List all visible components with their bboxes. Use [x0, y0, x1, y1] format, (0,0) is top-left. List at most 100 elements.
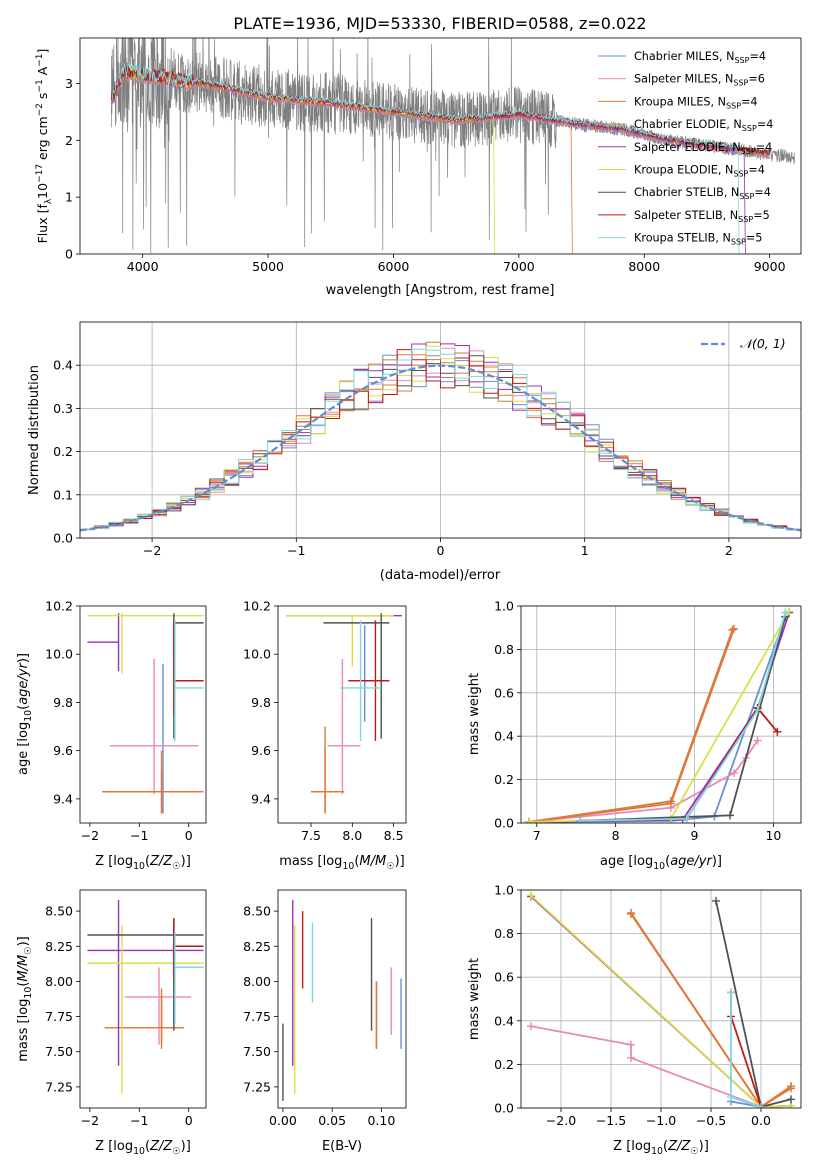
x-tick-label: 7 [533, 828, 541, 843]
axes-frame [277, 605, 407, 824]
data-point-marker [682, 814, 691, 823]
y-tick-label: 8.00 [45, 974, 73, 989]
legend-entry: Kroupa MILES, NSSP=4 [634, 95, 758, 110]
data-point-marker [753, 736, 762, 745]
data-point-marker [757, 1102, 765, 1108]
mass-weight-line [528, 739, 759, 823]
x-tick-label: −1.0 [646, 1113, 676, 1128]
x-tick-label: 0 [185, 1113, 193, 1128]
data-point-marker [753, 706, 762, 715]
y-tick-label: 9.4 [53, 791, 73, 806]
mass-vs-extinction-panel: 0.00 0.05 0.10 7.25 7.50 7.75 8.00 8.25 8.50 E(B-… [243, 889, 407, 1154]
axes-frame [520, 889, 802, 1109]
plot-area [87, 899, 204, 1094]
axes-frame [79, 37, 802, 255]
mass-weight-line [528, 616, 787, 823]
y-tick-label: 3 [65, 76, 73, 91]
data-point-marker [627, 1040, 635, 1049]
data-point-marker [727, 1093, 735, 1102]
mass-weight-line [528, 629, 734, 823]
x-axis-label: Z [log10(Z/Z☉)] [95, 1139, 191, 1157]
x-tick-label: −2 [81, 1113, 99, 1128]
y-tick-label: 10.2 [243, 599, 271, 614]
data-point-marker [576, 816, 585, 823]
mass-vs-metallicity-panel: −2 −1 0 7.25 7.50 7.75 8.00 8.25 8.50 Z [log10(Z/… [16, 889, 207, 1157]
legend-entry: 𝒩(0, 1) [740, 336, 786, 351]
y-tick-label: 9.4 [251, 791, 271, 806]
y-tick-label: 1 [65, 190, 73, 205]
y-tick-label: 0.8 [494, 642, 514, 657]
x-tick-label: 0.10 [367, 1113, 395, 1128]
data-point-marker [727, 988, 735, 997]
plot-area [87, 613, 204, 814]
axes-frame [79, 321, 802, 539]
data-point-marker [712, 896, 720, 905]
data-point-marker [627, 908, 635, 917]
plot-area [286, 613, 402, 814]
x-axis-label: Z [log10(Z/Z☉)] [95, 854, 191, 872]
y-tick-label: 0.0 [494, 816, 514, 831]
plot-area [527, 891, 795, 1108]
x-tick-label: −1.5 [596, 1113, 626, 1128]
y-tick-label: 10.0 [45, 647, 73, 662]
y-tick-label: 7.75 [243, 1009, 271, 1024]
y-tick-label: 7.25 [243, 1079, 271, 1094]
plot-area [80, 341, 801, 532]
y-tick-label: 0.4 [494, 1013, 514, 1028]
figure-title: PLATE=1936, MJD=53330, FIBERID=0588, z=0… [233, 14, 646, 33]
x-tick-label: 2 [725, 543, 733, 558]
x-tick-label: 10 [765, 828, 781, 843]
data-point-marker [729, 769, 738, 778]
x-axis-label: (data-model)/error [380, 568, 501, 583]
histogram-step [80, 355, 801, 531]
y-tick-label: 0.4 [494, 729, 514, 744]
y-tick-label: 7.50 [243, 1044, 271, 1059]
data-point-marker [781, 608, 790, 617]
plot-area [282, 899, 402, 1101]
y-tick-label: 10.2 [45, 599, 73, 614]
x-tick-label: −0.5 [696, 1113, 726, 1128]
y-tick-label: 0.2 [494, 1057, 514, 1072]
x-tick-label: 9000 [754, 259, 786, 274]
y-tick-label: 8.25 [243, 939, 271, 954]
y-axis-label: mass [log10(M/M☉)] [16, 936, 34, 1062]
y-tick-label: 8.50 [243, 904, 271, 919]
x-axis-label: Z [log10(Z/Z☉)] [613, 1139, 709, 1157]
axes-frame [79, 889, 207, 1109]
data-point-marker [729, 624, 738, 633]
y-tick-label: 0.4 [53, 358, 73, 373]
y-axis-label: mass weight [467, 673, 482, 755]
axes-frame [277, 889, 407, 1109]
legend-entry: Salpeter MILES, NSSP=6 [634, 73, 765, 88]
x-tick-label: 1 [581, 543, 589, 558]
legend-entry: Kroupa STELIB, NSSP=5 [634, 232, 762, 247]
x-tick-label: 0.05 [318, 1113, 346, 1128]
y-axis-label: mass weight [467, 958, 482, 1040]
model-spectrum-line [110, 63, 740, 254]
axes-frame [520, 605, 802, 824]
y-tick-label: 9.8 [251, 695, 271, 710]
x-tick-label: −2 [143, 543, 161, 558]
x-axis-label: E(B-V) [322, 1139, 362, 1154]
y-tick-label: 0.0 [494, 1101, 514, 1116]
x-tick-label: 0 [185, 828, 193, 843]
data-point-marker [726, 811, 735, 820]
x-tick-label: 0 [437, 543, 445, 558]
y-tick-label: 9.6 [251, 743, 271, 758]
y-tick-label: 1.0 [494, 599, 514, 614]
mass-weight-line [580, 616, 787, 822]
y-tick-label: 0.0 [53, 531, 73, 546]
legend-entry: Chabrier STELIB, NSSP=4 [634, 186, 771, 201]
data-point-marker [527, 891, 535, 900]
data-point-marker [787, 1095, 795, 1104]
normal-distribution-line [80, 364, 801, 532]
y-tick-label: 10.0 [243, 647, 271, 662]
y-tick-label: 2 [65, 133, 73, 148]
x-axis-label: mass [log10(M/M☉)] [279, 854, 405, 872]
y-tick-label: 1.0 [494, 883, 514, 898]
data-point-marker [785, 607, 794, 616]
legend: Chabrier MILES, NSSP=4 Salpeter MILES, NS… [598, 50, 773, 247]
y-axis-label: Normed distribution [27, 365, 42, 495]
y-tick-label: 8.50 [45, 904, 73, 919]
